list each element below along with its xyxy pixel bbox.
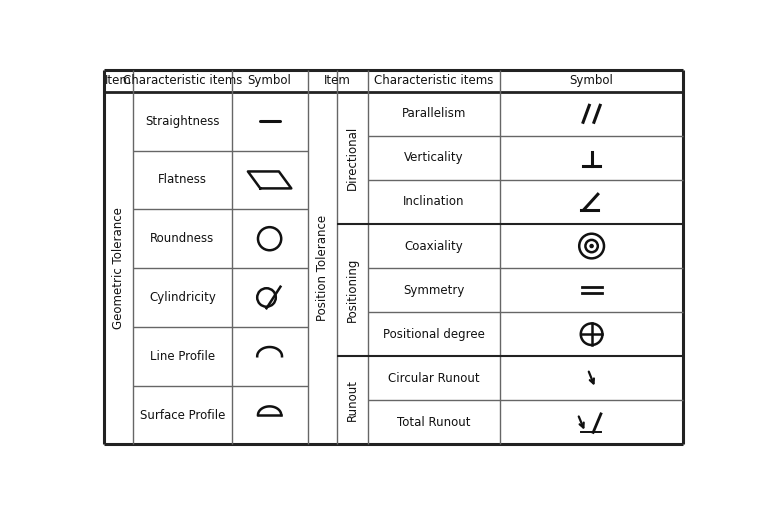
Text: Line Profile: Line Profile [150,350,215,363]
Text: Positioning: Positioning [346,258,359,322]
Text: Characteristic items: Characteristic items [374,75,494,87]
Text: Positional degree: Positional degree [383,328,485,341]
Circle shape [590,244,593,247]
Text: Inclination: Inclination [403,196,465,208]
Text: Total Runout: Total Runout [397,416,471,429]
Text: Flatness: Flatness [158,173,207,186]
Text: Item: Item [105,75,132,87]
Text: Straightness: Straightness [145,115,220,128]
Text: Runout: Runout [346,379,359,421]
Text: Coaxiality: Coaxiality [405,240,463,252]
Text: Parallelism: Parallelism [402,107,466,120]
Text: Surface Profile: Surface Profile [140,408,225,422]
Text: Position Tolerance: Position Tolerance [316,215,329,321]
Text: Roundness: Roundness [151,232,214,245]
Text: Item: Item [324,75,351,87]
Text: Geometric Tolerance: Geometric Tolerance [112,207,125,329]
Text: Circular Runout: Circular Runout [388,372,480,385]
Text: Symmetry: Symmetry [403,283,465,297]
Text: Characteristic items: Characteristic items [123,75,242,87]
Text: Cylindricity: Cylindricity [149,291,216,304]
Text: Symbol: Symbol [247,75,292,87]
Text: Symbol: Symbol [570,75,614,87]
Text: Verticality: Verticality [404,151,464,165]
Text: Directional: Directional [346,126,359,190]
